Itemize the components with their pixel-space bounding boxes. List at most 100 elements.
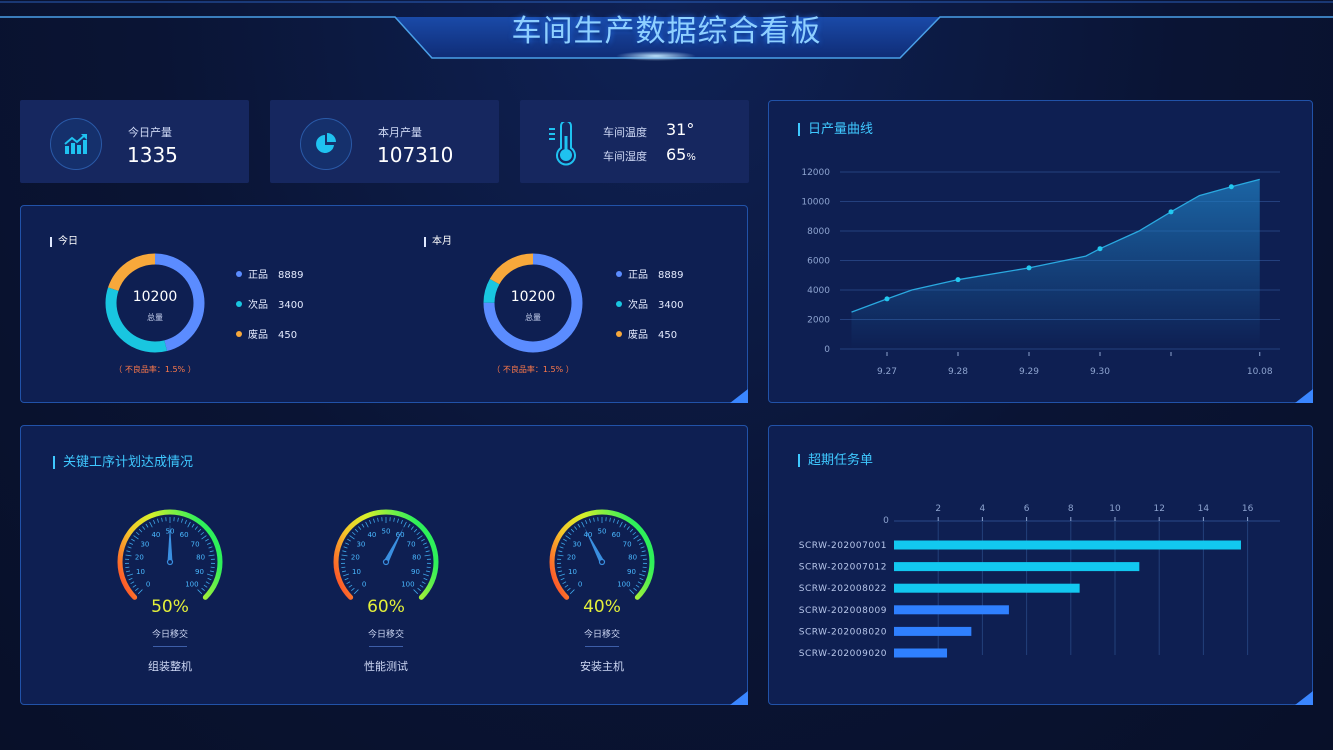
gauge-tick	[574, 526, 578, 530]
stat-value: 1335	[127, 143, 178, 167]
gauge-tick	[348, 584, 353, 588]
gauge-tick-label: 70	[191, 540, 200, 548]
divider	[585, 646, 619, 647]
gauge-tick	[138, 528, 143, 533]
y-tick-label: 4000	[807, 286, 830, 296]
panel-title: 日产量曲线	[798, 123, 873, 136]
gauge-tick	[210, 566, 215, 569]
gauge-value: 40%	[583, 597, 621, 617]
gauge-tick	[558, 550, 563, 553]
legend-item: 次品 3400	[236, 296, 303, 311]
data-point[interactable]	[1168, 209, 1174, 215]
gauge-tick	[127, 546, 132, 549]
gauge-tick	[153, 520, 156, 525]
legend-dot-icon	[236, 271, 242, 277]
gauge-tick-label: 0	[146, 580, 150, 588]
gauge-tick	[407, 523, 411, 528]
gauge-tick	[373, 518, 375, 523]
gauge: 0102030405060708090100	[117, 509, 223, 600]
gauge-tick	[132, 584, 137, 588]
gauge-tick	[133, 535, 139, 540]
x-tick-label: 9.27	[877, 367, 897, 377]
gauge-tick-label: 20	[351, 554, 360, 562]
trend-chart-icon	[50, 118, 102, 170]
gauge-tick	[354, 528, 359, 533]
legend-item: 正品 8889	[616, 266, 683, 281]
gauge-tick	[567, 531, 572, 536]
x-tick-label: 9.28	[948, 367, 968, 377]
stat-label: 今日产量	[128, 126, 172, 139]
gauge-tick	[642, 566, 647, 569]
gauge-tick	[209, 550, 214, 553]
gauge-tick	[629, 589, 635, 595]
gauge-tick	[425, 550, 430, 553]
gauge-tick	[128, 577, 133, 581]
gauge-tick	[205, 581, 210, 585]
data-point[interactable]	[884, 296, 890, 302]
y-tick-label: 6000	[807, 257, 830, 267]
gauge-tick	[637, 538, 641, 542]
y-tick-label: 10000	[801, 198, 830, 208]
gauge-tick	[640, 546, 645, 549]
gauge-process-name: 安装主机	[580, 660, 624, 673]
gauge-tick	[626, 526, 630, 530]
gauge-tick-label: 0	[362, 580, 366, 588]
gauge-tick-label: 80	[628, 554, 637, 562]
gauge-tick	[369, 520, 372, 525]
gauge-tick	[562, 581, 567, 585]
panel-title: 超期任务单	[798, 454, 873, 467]
gauge-tick	[639, 577, 644, 581]
gauge-tick	[187, 521, 191, 528]
donut-segment[interactable]	[483, 253, 583, 353]
defect-rate: （ 不良品率：1.5% ）	[492, 365, 574, 374]
gauge-tick	[638, 573, 645, 577]
gauge-tick	[557, 554, 564, 557]
gauge-tick	[623, 523, 627, 528]
gauge-tick	[633, 535, 639, 540]
temperature-unit: °	[686, 120, 695, 139]
legend-value: 8889	[658, 270, 684, 281]
gauge-tick	[417, 587, 421, 591]
data-point[interactable]	[1228, 184, 1234, 190]
gauge-tick	[410, 526, 414, 530]
gauge-tick	[125, 554, 132, 557]
gauge-tick	[194, 526, 198, 530]
gauge-tick-label: 90	[195, 568, 204, 576]
legend-name: 正品	[628, 270, 648, 281]
gauge-tick-label: 10	[136, 568, 145, 576]
gauge-tick	[559, 546, 564, 549]
legend-item: 废品 450	[616, 326, 677, 341]
corner-decoration	[1295, 389, 1313, 403]
legend-value: 450	[278, 330, 298, 341]
gauge-tick	[560, 577, 565, 581]
data-point[interactable]	[955, 277, 961, 283]
gauge-value: 60%	[367, 597, 405, 617]
data-point[interactable]	[1097, 246, 1103, 252]
legend-item: 正品 8889	[236, 266, 303, 281]
gauge-tick-label: 90	[411, 568, 420, 576]
gauge-tick-label: 0	[578, 580, 582, 588]
gauge-value: 50%	[151, 597, 189, 617]
gauge-tick	[616, 520, 619, 525]
gauge-tick	[205, 538, 209, 542]
gauge-tick	[342, 550, 347, 553]
overdue-tasks-panel: 超期任务单	[768, 425, 1313, 705]
series-line	[851, 178, 1260, 313]
legend-value: 3400	[658, 300, 684, 311]
gauge-tick-label: 60	[180, 531, 189, 539]
data-point[interactable]	[1026, 265, 1032, 271]
gauge-tick	[200, 531, 205, 536]
gauge-tick	[345, 542, 350, 545]
gauge-tick	[629, 528, 634, 533]
gauge-tick	[424, 554, 431, 557]
humidity-unit: %	[686, 152, 696, 163]
donut-segment[interactable]	[105, 253, 205, 353]
gauge-tick	[393, 517, 395, 522]
gauge-tick	[137, 589, 143, 595]
gauge-tick	[343, 573, 350, 577]
gauge-tick-label: 30	[356, 540, 365, 548]
donut-segment[interactable]	[105, 253, 205, 353]
temperature-label: 车间温度	[603, 126, 647, 139]
y-tick-label: 8000	[807, 227, 830, 237]
